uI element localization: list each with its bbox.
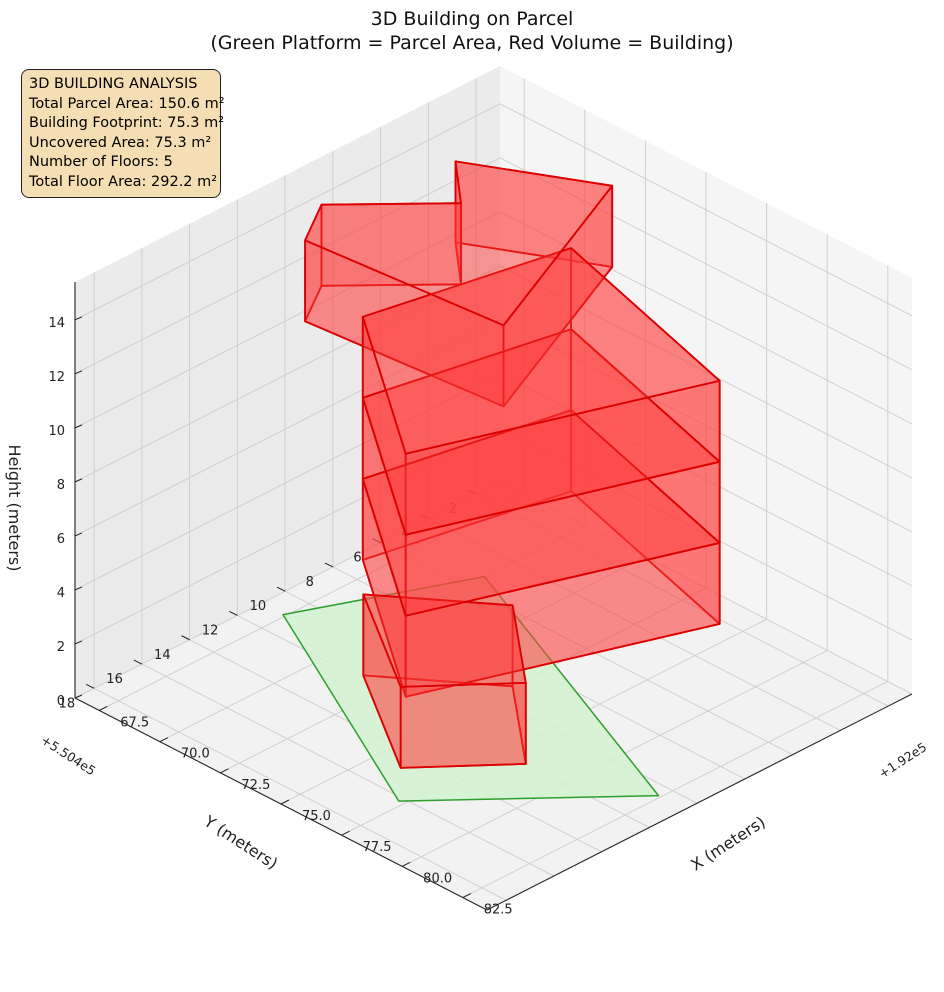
x-tick-label: 75.0 — [302, 809, 331, 824]
info-total-parcel-area: Total Parcel Area: 150.6 m² — [29, 95, 225, 112]
z-tick — [74, 694, 83, 699]
y-tick-label: 12 — [202, 623, 219, 638]
z-gridline — [74, 103, 913, 321]
chart-title: 3D Building on Parcel — [370, 8, 574, 30]
x-offset-label: +1.92e5 — [876, 739, 929, 781]
y-tick — [276, 586, 286, 592]
x-tick-label: 67.5 — [120, 715, 149, 730]
left-wall-pane — [75, 66, 500, 698]
z-tick — [74, 532, 83, 537]
x-axis-label: X (meters) — [687, 812, 769, 874]
x-axis-line — [486, 693, 913, 911]
z-tick-label: 14 — [48, 316, 65, 331]
info-uncovered-area: Uncovered Area: 75.3 m² — [29, 134, 212, 151]
x-tick — [159, 737, 169, 743]
parcel-platform — [282, 575, 660, 802]
tick-labels: 67.5 70.0 72.5 75.0 77.5 80.0 82.5 2 4 6 8 10 12 14 16… — [48, 316, 512, 918]
z-tick-label: 4 — [57, 586, 65, 601]
info-number-of-floors: Number of Floors: 5 — [29, 154, 173, 170]
x-tick — [99, 706, 108, 711]
z-gridline — [74, 481, 913, 699]
z-gridline — [74, 319, 913, 537]
info-heading: 3D BUILDING ANALYSIS — [29, 76, 198, 92]
z-tick — [74, 316, 83, 321]
z-tick-label: 8 — [57, 478, 65, 493]
plot-polygons — [282, 160, 721, 802]
y-tick-label: 6 — [353, 551, 361, 566]
x-tick-label: 70.0 — [181, 747, 210, 762]
floor-1-wall — [399, 681, 527, 769]
z-tick-label: 0 — [57, 694, 65, 709]
x-tick-label: 80.0 — [423, 871, 452, 886]
y-offset-label: +5.504e5 — [38, 732, 98, 778]
y-tick-label: 16 — [106, 672, 123, 687]
y-tick — [85, 683, 95, 689]
floor-2-top — [361, 409, 721, 617]
x-tick — [462, 893, 471, 898]
y-tick — [420, 513, 429, 519]
z-axis-label: Height (meters) — [5, 445, 24, 572]
y-tick — [372, 538, 381, 544]
y-tick — [229, 611, 238, 616]
z-tick-label: 6 — [57, 532, 65, 547]
y-tick-label: 10 — [250, 599, 267, 614]
y-tick-label: 14 — [154, 648, 171, 663]
z-gridline — [74, 427, 913, 645]
x-tick-label: 72.5 — [241, 778, 270, 793]
floor-5-top — [304, 160, 614, 327]
x-tick — [280, 799, 290, 805]
y-tick — [324, 562, 334, 568]
z-tick-label: 12 — [48, 370, 65, 385]
z-tick — [74, 640, 83, 645]
z-gridline — [74, 373, 913, 591]
y-tick — [133, 659, 143, 665]
z-gridline — [74, 157, 913, 375]
z-gridline — [74, 265, 913, 483]
analysis-info-box: 3D BUILDING ANALYSIS Total Parcel Area: … — [21, 69, 225, 198]
y-axis-label: Y (meters) — [200, 811, 281, 873]
floor-3-top — [361, 328, 721, 536]
y-tick-label: 8 — [306, 575, 314, 590]
y-tick-label: 2 — [449, 502, 457, 517]
x-tick-label: 82.5 — [484, 903, 513, 918]
x-tick — [220, 768, 229, 774]
info-building-footprint: Building Footprint: 75.3 m² — [29, 115, 225, 131]
z-tick-label: 10 — [48, 424, 65, 439]
z-tick — [74, 478, 83, 483]
y-tick-label: 18 — [59, 696, 76, 711]
info-total-floor-area: Total Floor Area: 292.2 m² — [29, 173, 218, 190]
x-tick-label: 77.5 — [363, 840, 392, 855]
x-tick — [401, 861, 411, 867]
x-tick — [341, 830, 350, 836]
y-tick — [181, 635, 190, 641]
z-gridline — [74, 211, 913, 429]
z-tick — [74, 370, 83, 375]
y-tick — [467, 489, 477, 495]
z-tick — [74, 586, 83, 591]
chart-subtitle: (Green Platform = Parcel Area, Red Volum… — [210, 32, 734, 54]
z-tick — [74, 424, 83, 429]
z-tick-label: 2 — [57, 640, 65, 655]
